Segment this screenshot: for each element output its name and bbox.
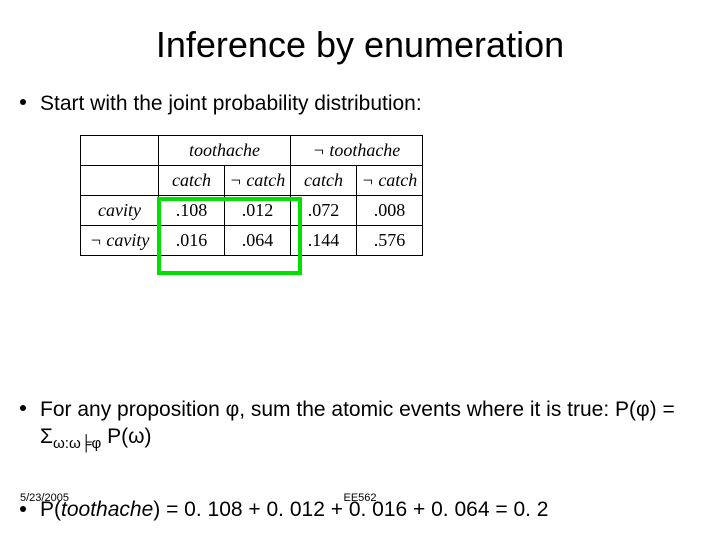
table-cell: .576 (357, 226, 423, 256)
table-cell: .064 (225, 226, 291, 256)
footer-date: 5/23/2005 (20, 492, 69, 504)
table-row: catch ¬ catch catch ¬ catch (81, 166, 423, 196)
sub-header: ¬ catch (225, 166, 291, 196)
table-row: toothache ¬ toothache (81, 136, 423, 166)
table-cell: .072 (291, 196, 357, 226)
slide-title: Inference by enumeration (0, 0, 720, 84)
table-row: cavity .108 .012 .072 .008 (81, 196, 423, 226)
bullet-intro-text: Start with the joint probability distrib… (40, 92, 422, 115)
sub-header: catch (291, 166, 357, 196)
table-cell: .008 (357, 196, 423, 226)
sub-header: ¬ catch (357, 166, 423, 196)
formula-post: P(ω) (101, 425, 151, 448)
table-cell: .108 (159, 196, 225, 226)
col-header: toothache (159, 136, 291, 166)
lower-block: For any proposition φ, sum the atomic ev… (0, 390, 720, 529)
probability-table-wrap: toothache ¬ toothache catch ¬ catch catc… (80, 135, 720, 256)
row-header: cavity (81, 196, 159, 226)
corner-cell (81, 136, 159, 166)
table-row: ¬ cavity .016 .064 .144 .576 (81, 226, 423, 256)
corner-cell (81, 166, 159, 196)
row-header: ¬ cavity (81, 226, 159, 256)
bullet-dot-icon (20, 405, 26, 411)
table-cell: .016 (159, 226, 225, 256)
footer-code: EE562 (343, 492, 376, 504)
bullet-intro: Start with the joint probability distrib… (30, 90, 690, 117)
formula-sub: ω:ω╞φ (53, 435, 101, 452)
probability-table: toothache ¬ toothache catch ¬ catch catc… (80, 135, 423, 256)
bullet-dot-icon (20, 99, 26, 105)
slide-container: Inference by enumeration Start with the … (0, 0, 720, 540)
sub-header: catch (159, 166, 225, 196)
col-header: ¬ toothache (291, 136, 423, 166)
table-cell: .012 (225, 196, 291, 226)
table-cell: .144 (291, 226, 357, 256)
bullet-dot-icon (20, 506, 26, 512)
bullet-formula: For any proposition φ, sum the atomic ev… (30, 396, 690, 454)
calc-ital: toothache (61, 498, 153, 521)
